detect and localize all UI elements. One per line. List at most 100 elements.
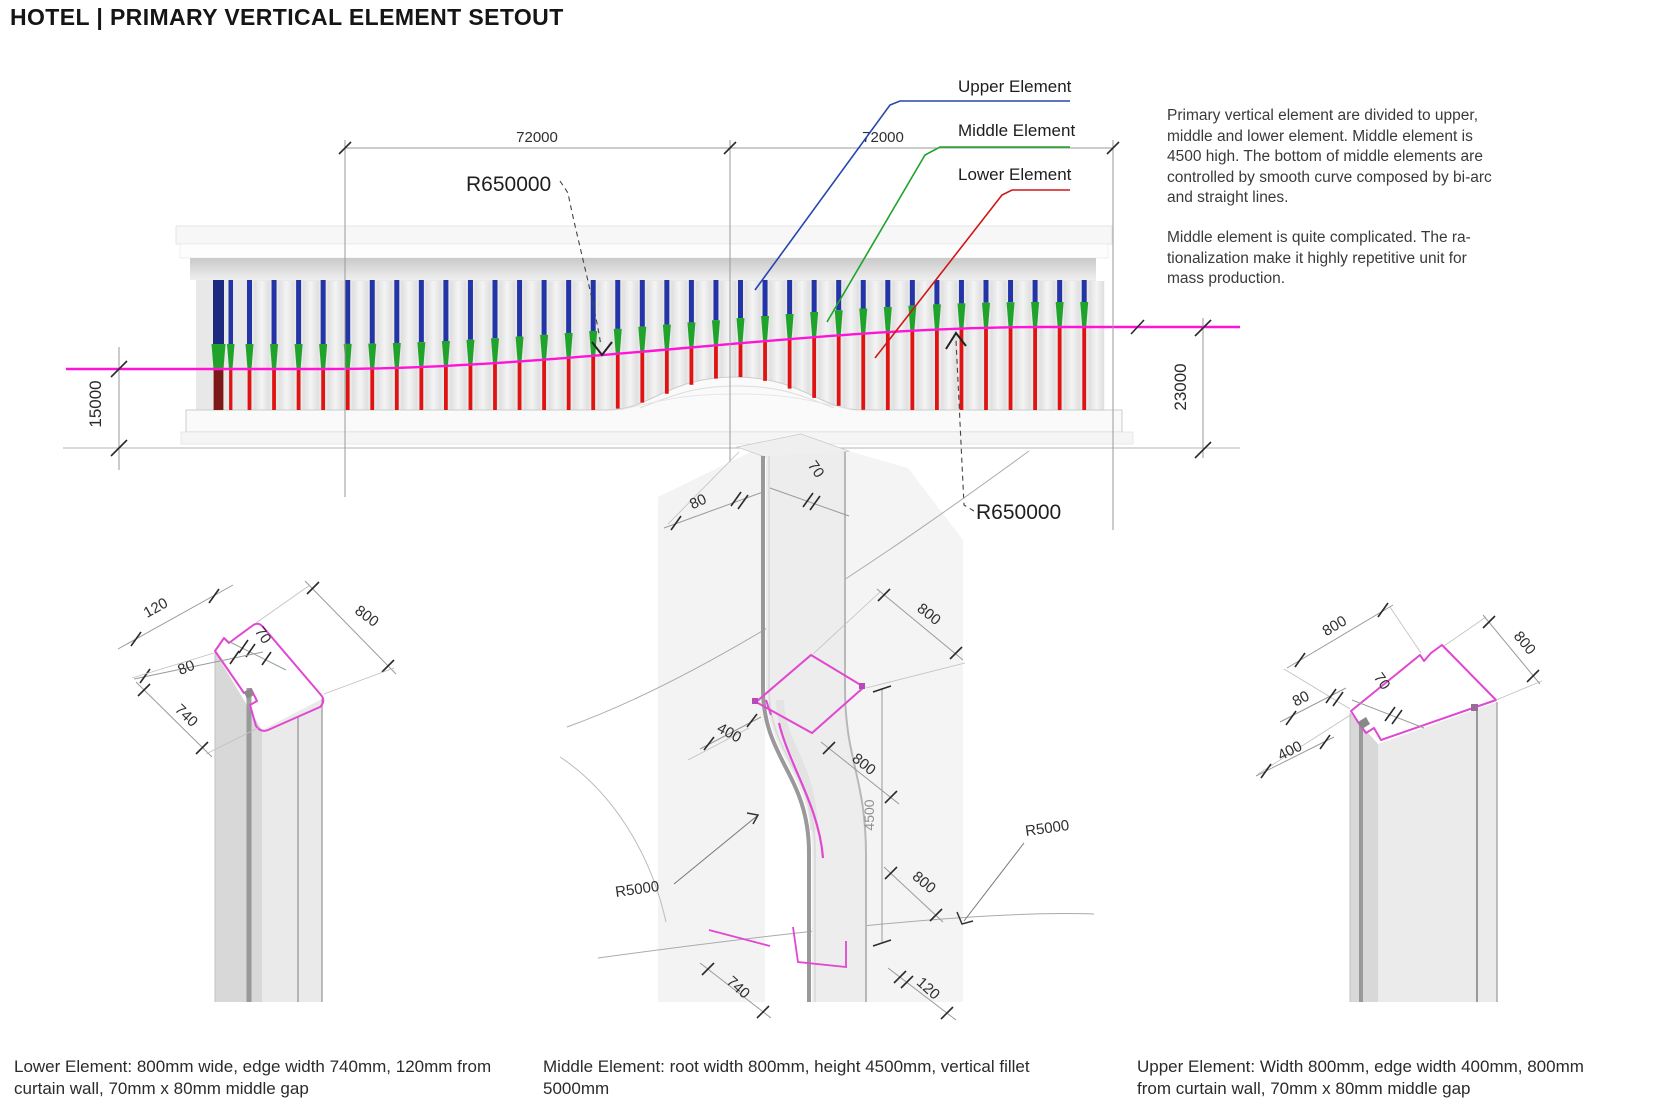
facade-bays	[254, 281, 1105, 411]
dim-line	[699, 962, 772, 1019]
mullion-bar	[639, 280, 645, 327]
mullion-bar	[990, 281, 1007, 411]
mullion-bar	[736, 318, 745, 344]
mullion-bar	[254, 281, 270, 411]
mullion-bar	[247, 369, 252, 410]
mullion-bar	[982, 302, 990, 328]
mullion-bar	[763, 341, 767, 381]
mullion-bar	[785, 313, 794, 339]
section-outline	[214, 622, 325, 732]
mullion-bar	[466, 339, 475, 365]
dim-span-right: 72000	[862, 129, 904, 146]
mullion-bar	[394, 280, 400, 343]
column-edge	[761, 456, 811, 1002]
mullion-bar	[425, 281, 442, 411]
dim-tick	[306, 581, 320, 595]
construction-arc	[597, 913, 1095, 959]
gap-notch	[752, 698, 758, 704]
ext-line	[812, 591, 881, 655]
mullion-bar	[320, 280, 326, 344]
mullion-bar	[548, 281, 565, 411]
leader-line	[963, 842, 1025, 922]
mullion-bar	[245, 344, 254, 369]
mullion-bar	[640, 351, 645, 403]
ext-line	[255, 584, 311, 624]
legend-upper-label: Upper Element	[958, 77, 1072, 96]
dim-4500: 4500	[861, 799, 877, 830]
mullion-bar	[450, 281, 466, 411]
mullion-bar	[1080, 302, 1089, 327]
mullion-bar	[368, 343, 377, 369]
mullion-bar	[794, 281, 810, 411]
mullion-bar	[1008, 327, 1013, 410]
dim-tick	[822, 741, 836, 755]
gap-notch	[1471, 704, 1478, 711]
mullion-bar	[983, 280, 989, 303]
fillet-curve	[777, 722, 825, 859]
dim-tick	[1377, 602, 1389, 618]
mullion-bar	[228, 280, 233, 344]
mullion-bar	[270, 344, 279, 369]
radius-leader-top	[559, 180, 602, 347]
dim-tick	[746, 713, 758, 728]
dim-line	[876, 588, 964, 661]
height-right: 23000	[1171, 363, 1190, 410]
dim-tick	[261, 651, 272, 666]
section-outline-bottom	[792, 926, 847, 968]
dim-line	[1286, 604, 1394, 669]
mullion-bar	[885, 280, 891, 307]
mullion-bar	[622, 281, 638, 411]
page-title: HOTEL | PRIMARY VERTICAL ELEMENT SETOUT	[10, 4, 564, 30]
mullion-bar	[861, 333, 866, 410]
mullion-bar	[769, 281, 786, 411]
mullion-bar	[1064, 281, 1080, 411]
mullion-bar	[345, 280, 351, 344]
ext-line	[667, 451, 740, 525]
mullion-bar	[1057, 327, 1062, 410]
dim-tick	[756, 1005, 770, 1019]
curve-tick	[1130, 319, 1145, 335]
plinth	[180, 431, 1134, 445]
dim-tick	[1194, 441, 1212, 459]
mullion-bar	[935, 329, 939, 410]
ext-line	[687, 727, 750, 761]
construction-arc	[559, 756, 667, 923]
mullion-bar	[417, 342, 426, 368]
mullion-bar	[885, 331, 890, 410]
mullion-bar	[812, 337, 817, 398]
mullion-bar	[229, 369, 233, 410]
dim-tick	[1482, 615, 1496, 629]
elevation-drawing: 72000 72000 R650000 R650000 15000 23000 …	[63, 77, 1240, 530]
mullion-bar	[573, 281, 589, 411]
mullion-bar	[1015, 281, 1031, 411]
dim-800-left: 800	[1320, 612, 1350, 639]
mullion-bar	[1082, 327, 1087, 410]
mullion-bar	[394, 367, 399, 410]
middle-element-detail: 80 70 800 400 800 4500	[559, 433, 1095, 1021]
mullion-bar	[867, 281, 884, 411]
leader-line	[673, 815, 758, 885]
mullion-bar	[1032, 280, 1038, 303]
dim-tick	[802, 492, 814, 508]
legend-middle-label: Middle Element	[958, 121, 1075, 140]
dim-120: 120	[141, 595, 171, 622]
cornice-band	[179, 243, 1109, 259]
ext-line	[205, 727, 259, 755]
mullion-bar	[303, 281, 319, 411]
mullion-bar	[843, 281, 859, 411]
dim-tick	[1526, 669, 1540, 683]
dim-line	[1255, 736, 1335, 777]
mullion-bar	[296, 280, 302, 344]
mullion-bar	[859, 308, 868, 334]
dim-line	[133, 651, 264, 680]
mullion-bar	[213, 280, 224, 344]
mullion-bar	[664, 349, 669, 394]
caption-middle-element: Middle Element: root width 800mm, height…	[543, 1057, 1030, 1098]
mullion-bar	[1057, 280, 1063, 302]
caption-lower-element: Lower Element: 800mm wide, edge width 74…	[14, 1057, 492, 1098]
mullion-bar	[376, 281, 393, 411]
mullion-bar	[468, 364, 473, 410]
mullion-bar	[542, 359, 546, 410]
column-highlight	[768, 456, 816, 1002]
